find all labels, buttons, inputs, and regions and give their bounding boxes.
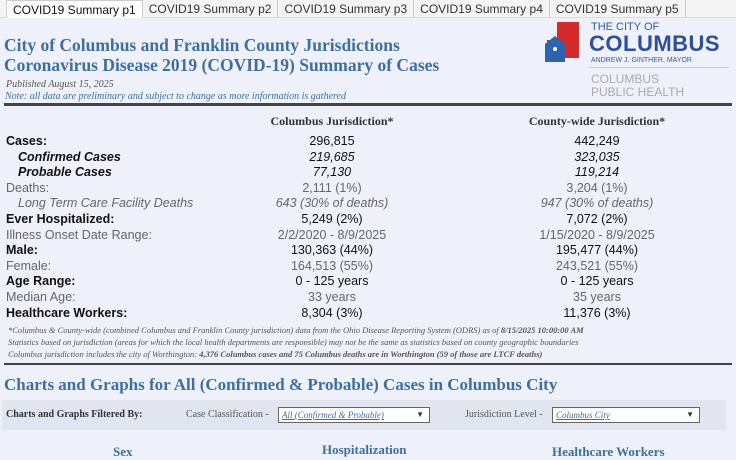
- table-row: Deaths: 2,111 (1%) 3,204 (1%): [6, 181, 726, 197]
- table-row: Median Age: 33 years 35 years: [6, 290, 726, 306]
- logo-line1: THE CITY OF: [591, 21, 660, 33]
- table-row: Female: 164,513 (55%) 243,521 (55%): [6, 259, 726, 275]
- title-line-1: City of Columbus and Franklin County Jur…: [4, 35, 400, 55]
- tab-bar: COVID19 Summary p1 COVID19 Summary p2 CO…: [0, 0, 736, 18]
- dropdown-arrow-icon: ▼: [416, 410, 424, 419]
- jurisdiction-label: Jurisdiction Level -: [465, 409, 543, 420]
- row-label: Healthcare Workers:: [6, 305, 128, 320]
- table-row: Age Range: 0 - 125 years 0 - 125 years: [6, 274, 726, 290]
- county-value: 1/15/2020 - 8/9/2025: [539, 227, 655, 242]
- county-value: 195,477 (44%): [555, 243, 638, 258]
- charts-title: Charts and Graphs for All (Confirmed & P…: [4, 375, 558, 394]
- columbus-value: 2/2/2020 - 8/9/2025: [277, 227, 387, 242]
- chart-title-healthcare-workers: Healthcare Workers: [552, 444, 665, 459]
- columbus-value: 296,815: [309, 134, 355, 148]
- divider: [589, 67, 729, 68]
- tab-p3[interactable]: COVID19 Summary p3: [278, 0, 415, 18]
- row-label: Deaths:: [6, 180, 50, 195]
- county-value: 323,035: [574, 149, 620, 164]
- jurisdiction-dropdown[interactable]: Columbus City ▼: [552, 407, 700, 423]
- tab-p5[interactable]: COVID19 Summary p5: [550, 0, 686, 18]
- title-line-2: Coronavirus Disease 2019 (COVID-19) Summ…: [4, 55, 440, 75]
- table-row: Confirmed Cases 219,685 323,035: [6, 150, 726, 166]
- footnote: *Columbus & County-wide (combined Columb…: [8, 324, 584, 360]
- logo-line3: ANDREW J. GINTHER, MAYOR: [591, 57, 692, 64]
- row-label: Male:: [6, 243, 38, 258]
- chart-title-hospitalization: Hospitalization: [322, 442, 407, 457]
- footnote-worthington: 4,376 Columbus cases and 75 Columbus dea…: [199, 349, 543, 359]
- row-label: Long Term Care Facility Deaths: [18, 196, 194, 211]
- county-value: 3,204 (1%): [566, 180, 628, 195]
- filter-bar: Charts and Graphs Filtered By: Case Clas…: [2, 400, 726, 430]
- footnote-1: *Columbus & County-wide (combined Columb…: [8, 325, 501, 335]
- footnote-3: Columbus jurisdiction includes the city …: [8, 349, 200, 359]
- case-class-dropdown[interactable]: All (Confirmed & Probable) ▼: [278, 407, 430, 423]
- county-value: 947 (30% of deaths): [540, 196, 654, 211]
- footnote-date: 8/15/2025 10:00:00 AM: [500, 325, 584, 335]
- row-label: Illness Onset Date Range:: [6, 227, 152, 242]
- table-row: Ever Hospitalized: 5,249 (2%) 7,072 (2%): [6, 212, 726, 228]
- separator: [4, 363, 732, 365]
- table-row: Long Term Care Facility Deaths 643 (30% o…: [6, 196, 726, 212]
- footnote-2: Statistics based on jurisdiction (areas …: [8, 337, 579, 347]
- table-row: Illness Onset Date Range: 2/2/2020 - 8/9/…: [6, 228, 726, 244]
- columbus-value: 77,130: [312, 165, 352, 180]
- table-row: Probable Cases 77,130 119,214: [6, 165, 726, 181]
- county-value: 7,072 (2%): [566, 212, 628, 226]
- dropdown-arrow-icon: ▼: [686, 410, 694, 419]
- logo-line2: COLUMBUS: [589, 31, 721, 56]
- row-label: Female:: [6, 258, 52, 273]
- county-value: 119,214: [574, 165, 620, 180]
- columbus-value: 33 years: [308, 290, 356, 304]
- columbus-value: 643 (30% of deaths): [275, 196, 389, 211]
- tab-p4[interactable]: COVID19 Summary p4: [414, 0, 550, 18]
- published-date: Published August 15, 2025: [6, 79, 114, 90]
- page-title: City of Columbus and Franklin County Jur…: [4, 35, 439, 75]
- tab-p2[interactable]: COVID19 Summary p2: [143, 0, 279, 18]
- logo-line5: PUBLIC HEALTH: [591, 85, 685, 99]
- columbus-value: 0 - 125 years: [295, 274, 369, 289]
- filter-label: Charts and Graphs Filtered By:: [6, 409, 143, 420]
- columbus-value: 5,249 (2%): [301, 212, 363, 226]
- case-class-label: Case Classification -: [186, 409, 269, 420]
- jurisdiction-value: Columbus City: [556, 410, 610, 420]
- tab-p1[interactable]: COVID19 Summary p1: [6, 0, 143, 18]
- col-header-county: County-wide Jurisdiction*: [528, 114, 666, 128]
- col-header-columbus: Columbus Jurisdiction*: [270, 114, 394, 128]
- table-row: Healthcare Workers: 8,304 (3%) 11,376 (3%): [6, 306, 726, 322]
- county-value: 11,376 (3%): [563, 305, 631, 320]
- case-class-value: All (Confirmed & Probable): [282, 410, 384, 420]
- row-label: Median Age:: [6, 290, 76, 304]
- skyline-icon: [545, 22, 579, 62]
- county-value: 243,521 (55%): [555, 258, 638, 273]
- columbus-value: 130,363 (44%): [290, 243, 373, 258]
- columbus-value: 8,304 (3%): [301, 305, 363, 320]
- county-value: 35 years: [573, 290, 621, 304]
- logo-line4: COLUMBUS: [591, 72, 660, 86]
- row-label: Ever Hospitalized:: [6, 212, 115, 226]
- table-row: Male: 130,363 (44%) 195,477 (44%): [6, 243, 726, 259]
- note: Note: all data are preliminary and subje…: [5, 91, 346, 102]
- row-label: Age Range:: [6, 274, 76, 289]
- separator: [4, 103, 732, 106]
- public-health-logo: COLUMBUS PUBLIC HEALTH: [591, 73, 684, 99]
- columbus-value: 164,513 (55%): [290, 258, 373, 273]
- row-label: Cases:: [6, 134, 47, 148]
- county-value: 442,249: [574, 134, 620, 148]
- row-label: Confirmed Cases: [18, 149, 121, 164]
- columbus-value: 219,685: [309, 149, 355, 164]
- table-row: Cases: 296,815 442,249: [6, 134, 726, 150]
- row-label: Probable Cases: [18, 165, 112, 180]
- columbus-value: 2,111 (1%): [302, 180, 362, 195]
- chart-title-sex: Sex: [113, 444, 133, 459]
- county-value: 0 - 125 years: [560, 274, 634, 289]
